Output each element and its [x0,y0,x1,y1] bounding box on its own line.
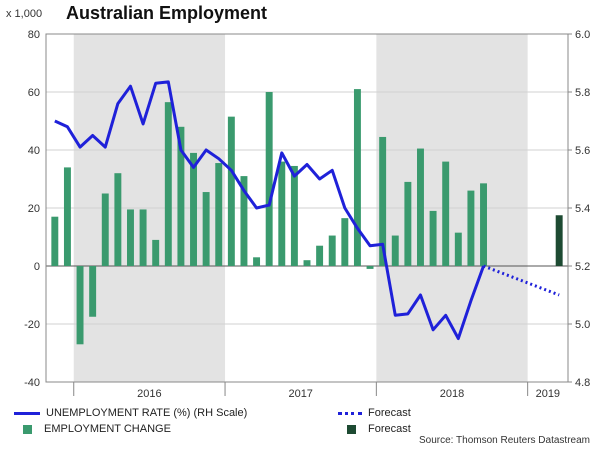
employment-bar [379,136,387,266]
employment-bar [316,245,324,266]
employment-bar [417,148,424,266]
employment-bar [202,192,210,266]
employment-bar [227,116,235,267]
employment-bar [177,126,185,266]
legend-item-employment-forecast: Forecast [338,421,411,437]
legend-forecast-swatch [347,424,356,434]
x-tick-label: 2018 [440,388,464,400]
left-tick-label: 60 [28,87,40,99]
left-axis-ticks: 80 60 40 20 0 -20 -40 [24,29,40,389]
employment-bar [454,232,462,266]
legend-right: Forecast Forecast [338,405,411,437]
left-tick-label: 0 [34,261,40,273]
employment-bar [480,183,487,266]
employment-bar [404,181,412,266]
legend-line-swatch [14,411,40,415]
unemployment-forecast-line [482,264,560,297]
legend-label-employment-forecast: Forecast [368,423,411,435]
x-tick-label: 2019 [536,388,560,400]
unemployment-lines [54,80,560,340]
employment-bar [76,266,84,345]
employment-forecast-bar [555,215,563,266]
employment-bar [442,161,450,266]
employment-bar [152,239,160,266]
source-note: Source: Thomson Reuters Datastream [418,435,590,446]
x-axis-ticks: 2016 2017 2018 2019 [73,382,560,400]
chart-title: Australian Employment [66,3,268,23]
employment-bar [278,161,286,266]
employment-bar [164,102,172,267]
right-axis-ticks: 6.0 5.8 5.6 5.4 5.2 5.0 4.8 [568,29,590,389]
employment-bar [328,235,336,266]
left-tick-label: -20 [24,319,40,331]
legend-item-unemployment: UNEMPLOYMENT RATE (%) (RH Scale) [14,405,247,421]
employment-bar [51,216,59,266]
employment-bar [341,218,349,266]
right-tick-label: 5.0 [575,319,590,331]
employment-bar [429,210,437,266]
x-tick-label: 2017 [288,388,312,400]
legend-dotted-swatch [338,411,362,415]
employment-bar [89,266,97,317]
employment-bar [290,165,298,266]
x-tick-label: 2016 [137,388,161,400]
employment-bar [265,92,273,266]
employment-bar [240,176,248,266]
right-tick-label: 5.6 [575,145,590,157]
employment-bar [190,152,197,266]
right-tick-label: 4.8 [575,377,590,389]
employment-bar [215,163,223,266]
left-tick-label: -40 [24,377,40,389]
employment-bar [253,257,261,266]
scale-note: x 1,000 [6,8,43,20]
left-tick-label: 40 [28,145,40,157]
right-tick-label: 5.4 [575,203,590,215]
right-tick-label: 5.2 [575,261,590,273]
right-tick-label: 6.0 [575,29,590,41]
left-tick-label: 20 [28,203,40,215]
employment-bar [303,260,311,266]
legend-label-unemployment: UNEMPLOYMENT RATE (%) (RH Scale) [46,407,248,419]
employment-bar [101,193,109,266]
employment-bar [353,89,361,266]
right-tick-label: 5.8 [575,87,590,99]
employment-bar [139,209,147,266]
employment-bar [114,173,122,266]
legend-bar-swatch [23,424,32,434]
legend-label-employment: EMPLOYMENT CHANGE [44,423,171,435]
employment-bar [127,209,134,266]
employment-bar [467,190,475,266]
employment-bar [391,235,399,266]
employment-bar [366,266,374,269]
legend-left: UNEMPLOYMENT RATE (%) (RH Scale) EMPLOYM… [14,405,247,437]
employment-bar [63,167,71,266]
left-tick-label: 80 [28,29,40,41]
legend-item-rate-forecast: Forecast [338,405,411,421]
legend-item-employment: EMPLOYMENT CHANGE [14,421,247,437]
employment-bars [51,89,563,345]
legend-label-rate-forecast: Forecast [368,407,411,419]
unemployment-rate-line [54,80,485,340]
